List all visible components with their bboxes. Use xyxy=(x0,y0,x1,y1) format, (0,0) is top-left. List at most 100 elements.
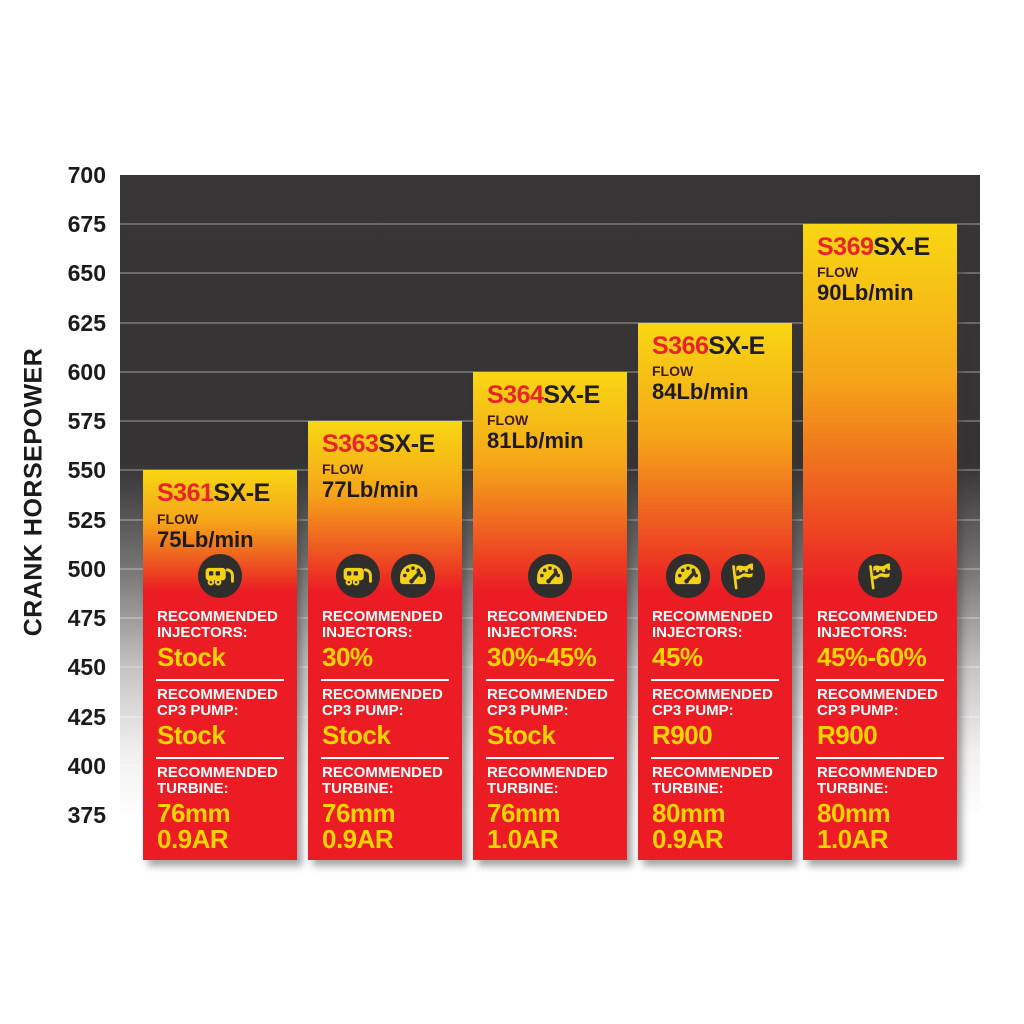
cp3-pump-section: RECOMMENDED CP3 PUMP: R900 xyxy=(638,681,792,757)
model-prefix: S361 xyxy=(157,479,214,508)
y-tick-label: 375 xyxy=(67,802,106,828)
gauge-icon xyxy=(390,553,435,599)
turbine-section: RECOMMENDED TURBINE: 76mm 1.0AR xyxy=(473,759,627,860)
injectors-value: 45%-60% xyxy=(817,642,927,673)
model-suffix: SX-E xyxy=(708,331,765,360)
turbine-value-line1: 76mm xyxy=(157,798,231,829)
flow-value: 81Lb/min xyxy=(487,428,584,454)
model-prefix: S364 xyxy=(487,380,544,409)
plot-area: S361SX-E FLOW 75Lb/min RECOMMENDED INJEC… xyxy=(120,175,980,862)
model-prefix: S363 xyxy=(322,430,379,459)
cp3-pump-label: RECOMMENDED CP3 PUMP: xyxy=(157,685,278,720)
y-tick-label: 400 xyxy=(67,752,106,779)
cp3-pump-label: RECOMMENDED CP3 PUMP: xyxy=(487,685,608,720)
turbine-value-line2: 1.0AR xyxy=(817,823,889,854)
injectors-label: RECOMMENDED INJECTORS: xyxy=(817,607,938,642)
model-suffix: SX-E xyxy=(873,233,930,262)
y-tick-label: 450 xyxy=(67,654,106,681)
gauge-icon xyxy=(665,553,710,599)
flow-value: 75Lb/min xyxy=(157,526,254,552)
flow-label: FLOW xyxy=(817,264,859,281)
flow-value: 84Lb/min xyxy=(652,378,749,404)
turbine-label: RECOMMENDED TURBINE: xyxy=(157,763,278,797)
y-tick-label: 675 xyxy=(67,211,106,238)
trailer-icon xyxy=(335,553,380,599)
model-suffix: SX-E xyxy=(213,479,270,508)
turbine-section: RECOMMENDED TURBINE: 80mm 1.0AR xyxy=(803,759,957,860)
cp3-pump-value: Stock xyxy=(322,720,391,751)
turbine-label: RECOMMENDED TURBINE: xyxy=(322,763,443,797)
turbine-value-line2: 0.9AR xyxy=(322,823,394,854)
usage-icons-row xyxy=(803,553,957,599)
turbine-value-line1: 76mm xyxy=(322,798,396,829)
cp3-pump-section: RECOMMENDED CP3 PUMP: Stock xyxy=(308,681,462,757)
cp3-pump-section: RECOMMENDED CP3 PUMP: Stock xyxy=(473,681,627,757)
model-name: S369SX-E xyxy=(817,234,944,260)
bar-details: RECOMMENDED INJECTORS: 30%-45% RECOMMEND… xyxy=(473,553,627,860)
cp3-pump-value: Stock xyxy=(157,720,226,751)
injectors-section: RECOMMENDED INJECTORS: 45%-60% xyxy=(803,603,957,679)
divider xyxy=(156,756,284,759)
bar-details: RECOMMENDED INJECTORS: Stock RECOMMENDED… xyxy=(143,553,297,860)
y-tick-label: 650 xyxy=(67,260,106,287)
turbine-value-line2: 0.9AR xyxy=(157,823,229,854)
usage-icons-row xyxy=(473,553,627,599)
bar-header: S369SX-E FLOW 90Lb/min xyxy=(803,224,957,304)
y-tick-label: 700 xyxy=(67,162,106,188)
y-tick-label: 625 xyxy=(67,309,106,336)
injectors-label: RECOMMENDED INJECTORS: xyxy=(157,607,278,642)
gauge-icon xyxy=(527,553,573,599)
divider xyxy=(156,678,284,681)
divider xyxy=(486,678,614,681)
divider xyxy=(816,678,944,681)
bar-details: RECOMMENDED INJECTORS: 45%-60% RECOMMEND… xyxy=(803,553,957,860)
divider xyxy=(651,756,779,759)
y-tick-label: 550 xyxy=(67,457,106,484)
y-tick-label: 575 xyxy=(67,408,106,435)
bar-header: S363SX-E FLOW 77Lb/min xyxy=(308,421,462,501)
flow-value: 77Lb/min xyxy=(322,477,419,503)
injectors-section: RECOMMENDED INJECTORS: 30%-45% xyxy=(473,603,627,679)
turbine-label: RECOMMENDED TURBINE: xyxy=(652,763,773,797)
turbine-value-line1: 76mm xyxy=(487,798,561,829)
model-name: S363SX-E xyxy=(322,431,449,457)
gridline xyxy=(120,223,980,226)
bar-s364sx-e: S364SX-E FLOW 81Lb/min RECOMMENDED INJEC… xyxy=(473,371,627,860)
injectors-section: RECOMMENDED INJECTORS: Stock xyxy=(143,603,297,679)
turbine-value: 80mm 0.9AR xyxy=(652,798,779,852)
divider xyxy=(321,678,449,681)
injectors-value: 30% xyxy=(322,642,373,673)
turbine-section: RECOMMENDED TURBINE: 80mm 0.9AR xyxy=(638,759,792,860)
model-prefix: S369 xyxy=(817,233,874,262)
divider xyxy=(321,756,449,759)
trailer-icon xyxy=(197,553,243,599)
turbine-value-line1: 80mm xyxy=(652,798,726,829)
usage-icons-row xyxy=(308,553,462,599)
cp3-pump-value: R900 xyxy=(817,720,878,751)
flow-value: 90Lb/min xyxy=(817,280,914,306)
flag-icon xyxy=(857,553,903,599)
injectors-section: RECOMMENDED INJECTORS: 30% xyxy=(308,603,462,679)
bar-header: S364SX-E FLOW 81Lb/min xyxy=(473,372,627,452)
usage-icons-row xyxy=(143,553,297,599)
bar-details: RECOMMENDED INJECTORS: 45% RECOMMENDED C… xyxy=(638,553,792,860)
y-tick-label: 475 xyxy=(67,605,106,632)
model-suffix: SX-E xyxy=(543,380,600,409)
gridline xyxy=(120,321,980,324)
injectors-label: RECOMMENDED INJECTORS: xyxy=(487,607,608,642)
usage-icons-row xyxy=(638,553,792,599)
bar-header: S366SX-E FLOW 84Lb/min xyxy=(638,323,792,403)
y-tick-label: 500 xyxy=(67,555,106,582)
bar-details: RECOMMENDED INJECTORS: 30% RECOMMENDED C… xyxy=(308,553,462,860)
bar-s369sx-e: S369SX-E FLOW 90Lb/min RECOMMENDED INJEC… xyxy=(803,224,957,860)
y-tick-label: 600 xyxy=(67,358,106,385)
flow-label: FLOW xyxy=(157,510,199,527)
injectors-label: RECOMMENDED INJECTORS: xyxy=(322,607,443,642)
turbine-value: 76mm 1.0AR xyxy=(487,798,614,852)
cp3-pump-label: RECOMMENDED CP3 PUMP: xyxy=(652,685,773,720)
turbine-value: 80mm 1.0AR xyxy=(817,800,944,854)
gridline xyxy=(120,272,980,275)
injectors-label: RECOMMENDED INJECTORS: xyxy=(652,607,773,642)
injectors-value: 45% xyxy=(652,642,703,673)
